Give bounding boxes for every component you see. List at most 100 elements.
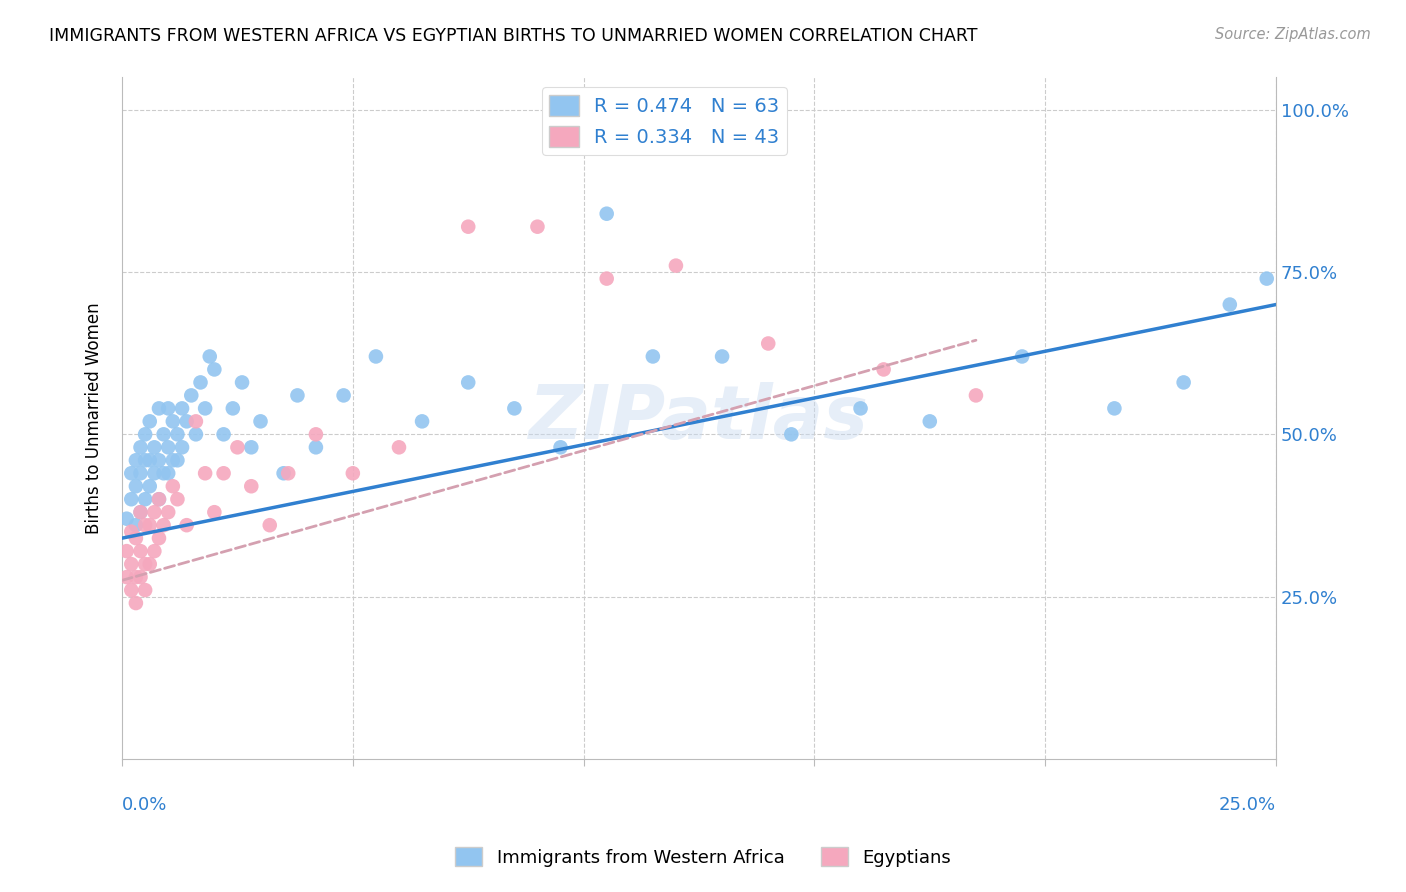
Point [134,453,156,467]
Point [388,440,411,454]
Point [152,467,174,481]
Point [115,570,138,584]
Point [148,453,170,467]
Point [249,414,271,428]
Point [526,219,548,234]
Point [115,511,138,525]
Point [125,570,148,584]
Point [148,531,170,545]
Point [129,544,152,558]
Point [139,518,162,533]
Point [364,350,387,364]
Text: 25.0%: 25.0% [1219,797,1277,814]
Point [596,271,619,285]
Point [125,518,148,533]
Point [231,376,253,390]
Point [184,414,207,428]
Point [162,414,184,428]
Point [342,467,364,481]
Point [1219,297,1241,311]
Text: IMMIGRANTS FROM WESTERN AFRICA VS EGYPTIAN BIRTHS TO UNMARRIED WOMEN CORRELATION: IMMIGRANTS FROM WESTERN AFRICA VS EGYPTI… [49,27,977,45]
Point [129,570,152,584]
Point [849,401,872,416]
Point [240,479,263,493]
Point [143,467,166,481]
Legend: R = 0.474   N = 63, R = 0.334   N = 43: R = 0.474 N = 63, R = 0.334 N = 43 [541,87,787,155]
Point [148,492,170,507]
Point [226,440,249,454]
Point [665,259,688,273]
Point [120,467,142,481]
Point [125,596,148,610]
Point [457,376,479,390]
Point [148,492,170,507]
Point [129,440,152,454]
Point [965,388,987,402]
Point [596,207,619,221]
Point [212,427,235,442]
Point [139,453,162,467]
Point [212,467,235,481]
Point [120,524,142,539]
Point [125,479,148,493]
Point [170,440,193,454]
Point [1256,271,1278,285]
Point [166,453,188,467]
Point [125,531,148,545]
Point [550,440,572,454]
Point [139,479,162,493]
Point [176,414,198,428]
Point [139,414,162,428]
Legend: Immigrants from Western Africa, Egyptians: Immigrants from Western Africa, Egyptian… [449,840,957,874]
Point [277,467,299,481]
Point [259,518,281,533]
Point [411,414,433,428]
Point [176,518,198,533]
Point [180,388,202,402]
Point [157,467,180,481]
Point [222,401,245,416]
Point [129,505,152,519]
Point [872,362,894,376]
Point [190,376,212,390]
Point [202,505,225,519]
Point [194,467,217,481]
Point [129,467,152,481]
Point [120,557,142,571]
Point [711,350,734,364]
Point [1173,376,1195,390]
Point [305,427,328,442]
Point [152,518,174,533]
Point [129,505,152,519]
Point [305,440,328,454]
Point [162,479,184,493]
Point [157,401,180,416]
Point [273,467,295,481]
Point [503,401,526,416]
Point [134,492,156,507]
Point [139,557,162,571]
Point [780,427,803,442]
Point [1104,401,1126,416]
Point [756,336,779,351]
Point [115,544,138,558]
Point [641,350,664,364]
Text: ZIPatlas: ZIPatlas [529,382,869,455]
Point [120,583,142,598]
Point [198,350,221,364]
Point [184,427,207,442]
Point [157,440,180,454]
Point [287,388,309,402]
Point [134,557,156,571]
Text: Source: ZipAtlas.com: Source: ZipAtlas.com [1215,27,1371,42]
Y-axis label: Births to Unmarried Women: Births to Unmarried Women [86,302,103,534]
Point [457,219,479,234]
Point [143,544,166,558]
Point [120,492,142,507]
Point [143,505,166,519]
Point [332,388,354,402]
Point [134,427,156,442]
Point [143,440,166,454]
Point [1011,350,1033,364]
Point [148,401,170,416]
